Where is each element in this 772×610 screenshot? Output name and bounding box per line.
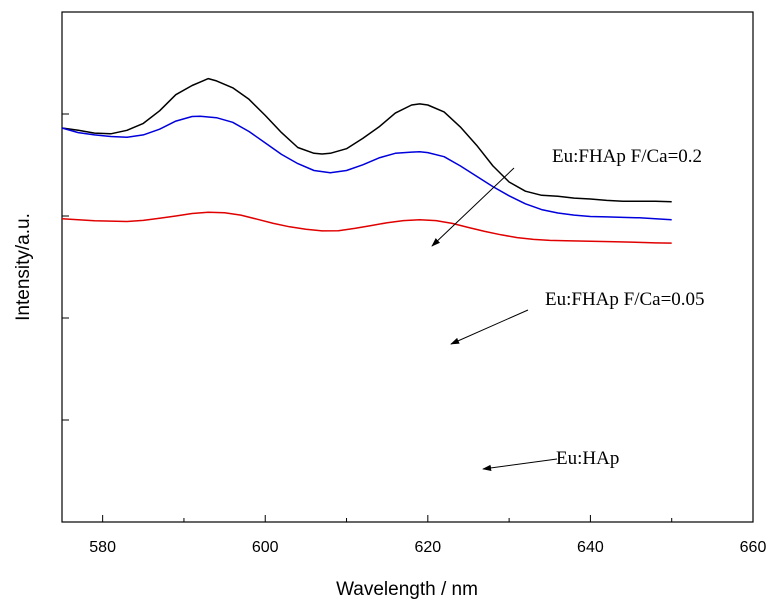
- annotation-arrow: [450, 309, 529, 345]
- annotation-arrow: [482, 458, 558, 472]
- x-axis-title: Wavelength / nm: [336, 579, 478, 600]
- series-line-3: [61, 211, 672, 244]
- series-line-2: [61, 115, 672, 221]
- x-tick-label: 580: [89, 539, 116, 556]
- x-tick-label: 640: [577, 539, 604, 556]
- x-tick-label: 620: [414, 539, 441, 556]
- y-axis-ticks: [62, 11, 69, 523]
- annotation-arrow: [431, 167, 515, 247]
- x-tick-label: 600: [252, 539, 279, 556]
- plot-frame: [61, 11, 754, 523]
- x-axis-ticks: 580 600 620 640 660: [89, 515, 766, 556]
- annotation-label: Eu:HAp: [556, 448, 619, 469]
- series-line-1: [61, 77, 672, 203]
- annotation-layer: Eu:FHAp F/Ca=0.2 Eu:FHAp F/Ca=0.05 Eu:HAp: [431, 146, 705, 472]
- annotation-label: Eu:FHAp F/Ca=0.05: [545, 289, 705, 310]
- series-layer: [61, 77, 672, 244]
- annotation-label: Eu:FHAp F/Ca=0.2: [552, 146, 702, 167]
- y-axis-title: Intensity/a.u.: [13, 213, 34, 321]
- x-tick-label: 660: [740, 539, 767, 556]
